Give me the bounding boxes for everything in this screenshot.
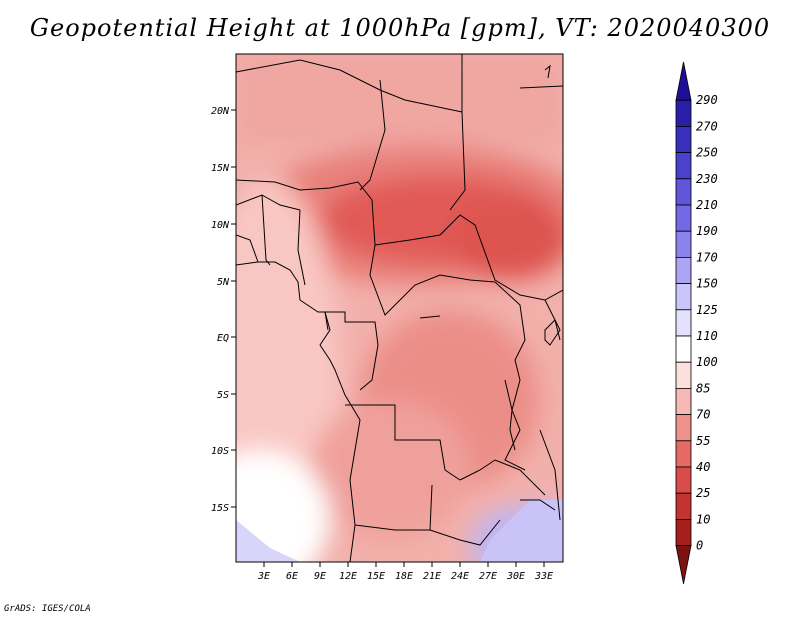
colorbar-label: 110 xyxy=(696,329,718,343)
lat-ticks xyxy=(231,109,236,508)
lat-label: 10S xyxy=(211,446,229,457)
lat-label: 5N xyxy=(217,277,230,288)
colorbar-swatch xyxy=(675,204,692,232)
colorbar-swatch xyxy=(675,152,692,180)
lon-labels: 3E 6E 9E 12E 15E 18E 21E 24E 27E 30E 33E xyxy=(257,571,553,582)
map-title: Geopotential Height at 1000hPa [gpm], VT… xyxy=(29,14,771,42)
colorbar-label: 0 xyxy=(696,539,703,553)
colorbar-label: 230 xyxy=(696,172,718,186)
colorbar-swatch xyxy=(675,414,692,442)
colorbar-swatch xyxy=(675,545,692,584)
lon-label: 21E xyxy=(423,571,441,582)
colorbar-swatch xyxy=(675,283,692,311)
lat-label: 10N xyxy=(211,220,230,231)
lon-label: 12E xyxy=(339,571,357,582)
colorbar-label: 190 xyxy=(696,224,718,238)
lat-label: 20N xyxy=(211,106,230,117)
colorbar-swatch xyxy=(675,492,692,520)
credit-label: GrADS: IGES/COLA xyxy=(4,604,91,614)
lat-label: 15S xyxy=(211,503,229,514)
lon-label: 30E xyxy=(506,571,525,582)
colorbar-swatch xyxy=(675,387,692,415)
colorbar: 2902702502302101901701501251101008570554… xyxy=(675,61,718,584)
shaded-field xyxy=(236,54,563,562)
lon-label: 9E xyxy=(314,571,326,582)
colorbar-swatch xyxy=(675,230,692,258)
lon-label: 33E xyxy=(534,571,553,582)
lon-label: 6E xyxy=(286,571,298,582)
colorbar-label: 100 xyxy=(696,355,718,369)
lon-label: 27E xyxy=(479,571,497,582)
lat-label: 5S xyxy=(217,390,229,401)
colorbar-label: 25 xyxy=(696,486,710,500)
colorbar-swatch xyxy=(675,256,692,284)
colorbar-label: 270 xyxy=(696,119,718,133)
colorbar-label: 55 xyxy=(696,434,710,448)
colorbar-swatch xyxy=(675,99,692,127)
colorbar-swatch xyxy=(675,178,692,206)
lon-label: 3E xyxy=(257,571,270,582)
lon-label: 15E xyxy=(367,571,385,582)
colorbar-swatch xyxy=(675,61,692,101)
lon-label: 18E xyxy=(395,571,413,582)
lat-labels: 20N 15N 10N 5N EQ 5S 10S 15S xyxy=(211,106,230,514)
colorbar-swatch xyxy=(675,309,692,337)
colorbar-swatch xyxy=(675,440,692,468)
country-borders xyxy=(236,54,563,562)
lat-label: EQ xyxy=(217,333,229,344)
colorbar-label: 170 xyxy=(696,250,718,264)
colorbar-label: 125 xyxy=(696,303,718,317)
lon-ticks xyxy=(263,562,545,567)
lat-label: 15N xyxy=(211,163,230,174)
colorbar-label: 210 xyxy=(696,198,718,212)
colorbar-swatch xyxy=(675,466,692,494)
colorbar-swatch xyxy=(675,335,692,363)
colorbar-label: 85 xyxy=(696,381,710,395)
colorbar-label: 10 xyxy=(696,512,710,526)
colorbar-label: 70 xyxy=(696,408,710,422)
colorbar-swatch xyxy=(675,126,692,154)
colorbar-label: 40 xyxy=(696,460,710,474)
map-frame xyxy=(235,53,564,563)
colorbar-swatch xyxy=(675,519,692,547)
colorbar-label: 250 xyxy=(696,146,718,160)
lon-label: 24E xyxy=(451,571,469,582)
colorbar-swatch xyxy=(675,361,692,389)
colorbar-label: 150 xyxy=(696,277,718,291)
colorbar-label: 290 xyxy=(696,93,718,107)
